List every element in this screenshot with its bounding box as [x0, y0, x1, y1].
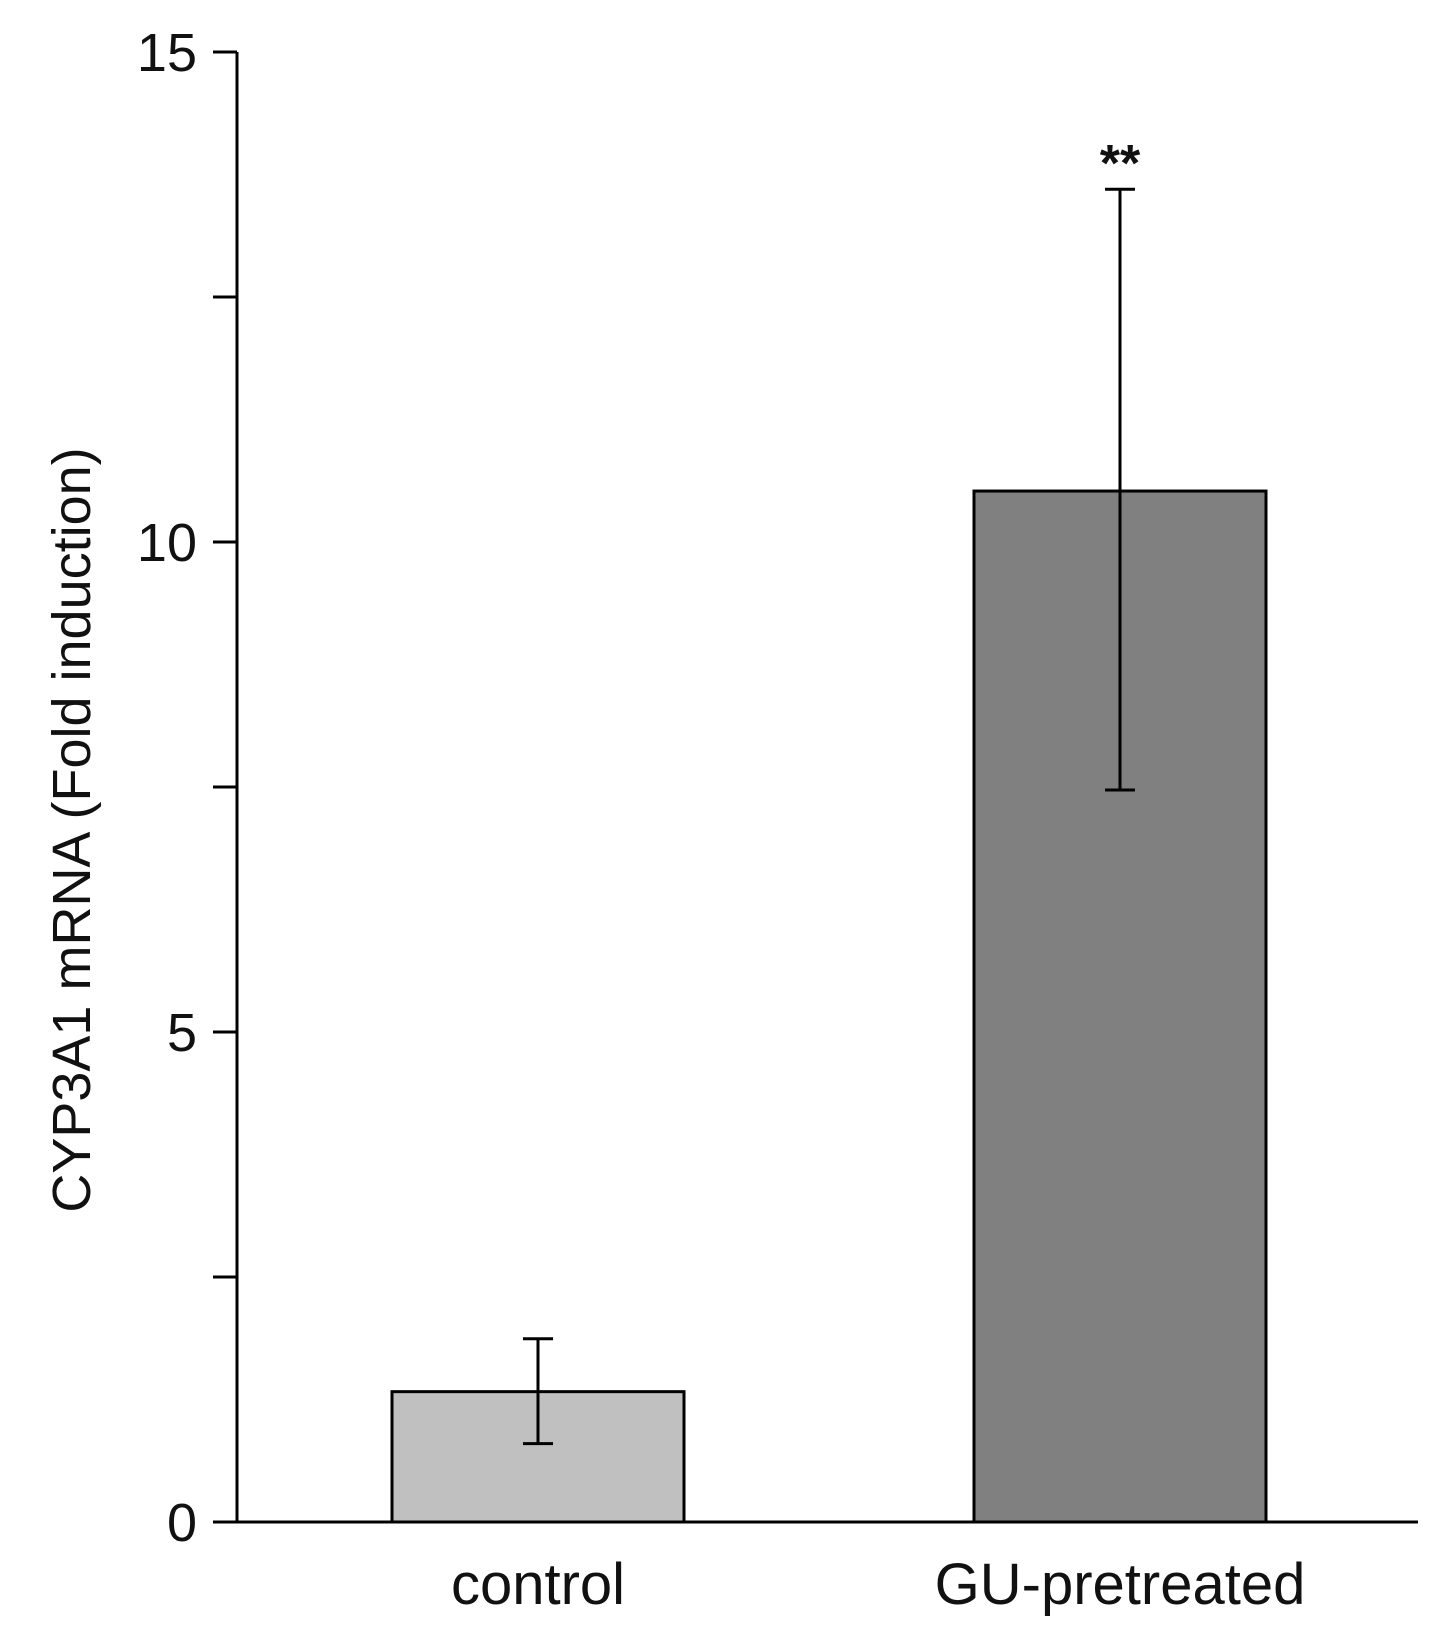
y-tick-label: 5 — [167, 1003, 197, 1063]
y-axis-title: CYP3A1 mRNA (Fold induction) — [42, 447, 102, 1212]
annotations: ** — [1100, 135, 1141, 193]
y-tick-label: 15 — [137, 23, 197, 83]
significance-annotation: ** — [1100, 135, 1141, 193]
bars — [390, 489, 1268, 1524]
category-labels: control GU-pretreated — [451, 1552, 1305, 1617]
y-tick-label: 10 — [137, 513, 197, 573]
error-bars — [523, 187, 1135, 1446]
category-label: GU-pretreated — [935, 1552, 1306, 1617]
y-tick-label: 0 — [167, 1493, 197, 1553]
y-axis-ticks: 0 5 10 15 — [137, 23, 237, 1553]
category-label: control — [451, 1552, 625, 1617]
